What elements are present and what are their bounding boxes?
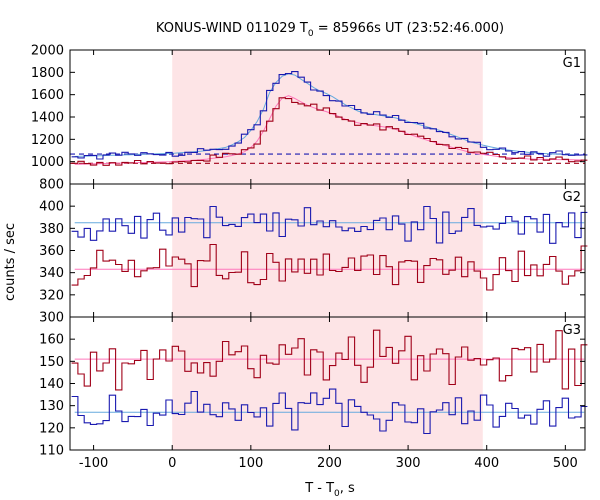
x-tick-label: 0 bbox=[168, 456, 176, 471]
series-histogram-blue bbox=[71, 205, 588, 244]
y-tick-label: 1200 bbox=[31, 133, 64, 148]
panel-g2: 300 320 340 360 380 400 G2 bbox=[39, 183, 588, 326]
shaded-interval bbox=[172, 50, 483, 184]
series-histogram-red bbox=[71, 243, 588, 291]
shaded-interval bbox=[172, 184, 483, 317]
panel-label: G2 bbox=[563, 190, 581, 205]
y-tick-label: 150 bbox=[39, 355, 64, 370]
panels-group: 800100012001400160018002000G130032034036… bbox=[31, 44, 588, 471]
chart-title-subscript: 0 bbox=[308, 29, 314, 39]
shaded-interval bbox=[172, 317, 483, 450]
series-histogram-red bbox=[71, 97, 588, 166]
y-tick-label: 120 bbox=[39, 421, 64, 436]
y-tick-label: 2000 bbox=[31, 44, 64, 59]
y-tick-label: 1800 bbox=[31, 66, 64, 81]
y-tick-label: 800 bbox=[39, 178, 64, 193]
y-tick-label: 1600 bbox=[31, 88, 64, 103]
x-tick-label: -100 bbox=[79, 456, 109, 471]
y-tick-label: 360 bbox=[39, 244, 64, 259]
y-tick-label: 110 bbox=[39, 444, 64, 459]
y-tick-label: 300 bbox=[39, 311, 64, 326]
y-tick-label: 130 bbox=[39, 399, 64, 414]
x-axis-label: T - T0, s bbox=[304, 481, 355, 499]
x-tick-label: 400 bbox=[474, 456, 499, 471]
x-tick-label: 100 bbox=[238, 456, 263, 471]
chart-title: KONUS-WIND 011029 T0 = 85966s UT (23:52:… bbox=[156, 21, 504, 39]
panel-g3: 110 120 130 140 150 160 G3 bbox=[39, 316, 588, 459]
series-histogram-blue bbox=[71, 388, 588, 435]
x-tick-label: 300 bbox=[396, 456, 421, 471]
series-histogram-red bbox=[71, 329, 588, 391]
y-axis-label: counts / sec bbox=[3, 223, 18, 301]
y-tick-label: 380 bbox=[39, 222, 64, 237]
y-tick-label: 1000 bbox=[31, 155, 64, 170]
series-histogram-blue bbox=[71, 71, 588, 160]
panel-g1: 800 1000 1200 1400 1600 1800 2000 G1 bbox=[31, 44, 588, 193]
y-tick-label: 400 bbox=[39, 200, 64, 215]
y-tick-label: 340 bbox=[39, 266, 64, 281]
panel-label: G3 bbox=[563, 323, 581, 338]
y-tick-label: 140 bbox=[39, 377, 64, 392]
y-tick-label: 320 bbox=[39, 288, 64, 303]
panel-label: G1 bbox=[563, 56, 581, 71]
x-tick-label: 200 bbox=[317, 456, 342, 471]
y-tick-label: 160 bbox=[39, 333, 64, 348]
y-tick-label: 1400 bbox=[31, 111, 64, 126]
x-axis-label-subscript: 0 bbox=[334, 489, 340, 499]
x-tick-label: 500 bbox=[553, 456, 578, 471]
